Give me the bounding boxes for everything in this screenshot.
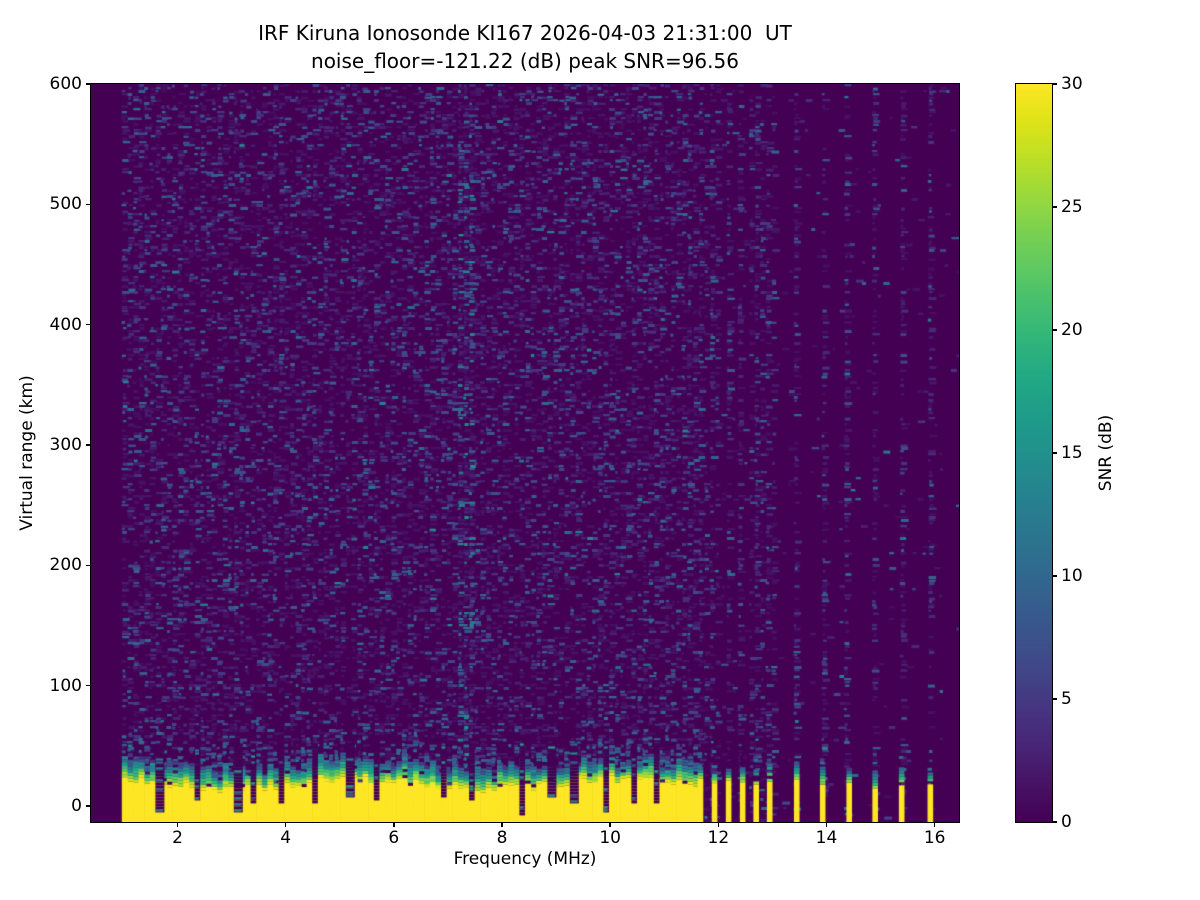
x-tick-mark xyxy=(933,823,936,827)
y-tick-mark xyxy=(86,444,90,446)
x-axis-label: Frequency (MHz) xyxy=(453,849,597,869)
colorbar-label: SNR (dB) xyxy=(1096,414,1116,492)
x-tick-mark xyxy=(825,823,828,827)
colorbar-tick-mark xyxy=(1053,698,1057,700)
plot-title-line2: noise_floor=-121.22 (dB) peak SNR=96.56 xyxy=(311,49,739,73)
y-tick-label: 500 xyxy=(49,194,82,215)
colorbar-tick-label: 25 xyxy=(1061,197,1083,217)
x-tick-mark xyxy=(176,823,179,827)
colorbar-tick-label: 10 xyxy=(1061,566,1083,586)
colorbar-frame xyxy=(1015,83,1053,823)
colorbar-tick-label: 5 xyxy=(1061,689,1072,709)
y-tick-mark xyxy=(86,684,90,687)
plot-frame xyxy=(90,83,960,823)
x-tick-label: 12 xyxy=(707,828,730,848)
x-tick-mark xyxy=(609,823,611,827)
colorbar-tick-mark xyxy=(1053,821,1057,823)
y-tick-label: 300 xyxy=(49,434,82,455)
y-tick-label: 200 xyxy=(49,555,82,576)
x-tick-label: 4 xyxy=(280,828,292,848)
colorbar-tick-label: 15 xyxy=(1061,443,1083,463)
y-tick-label: 400 xyxy=(49,314,82,335)
y-tick-mark xyxy=(86,83,90,85)
y-tick-mark xyxy=(86,564,90,567)
y-tick-mark xyxy=(86,805,90,807)
y-tick-mark xyxy=(86,323,90,326)
colorbar-tick-mark xyxy=(1053,575,1057,577)
y-tick-mark xyxy=(86,203,90,206)
x-tick-label: 14 xyxy=(815,828,838,848)
x-tick-label: 16 xyxy=(923,828,946,848)
colorbar-gradient xyxy=(1016,84,1052,822)
colorbar-tick-label: 0 xyxy=(1061,812,1072,832)
y-tick-label: 100 xyxy=(49,675,82,696)
y-tick-label: 0 xyxy=(71,795,82,816)
x-tick-label: 10 xyxy=(599,828,621,848)
x-tick-label: 2 xyxy=(172,828,183,848)
colorbar-tick-label: 30 xyxy=(1061,74,1083,94)
colorbar-tick-mark xyxy=(1053,206,1057,208)
ionogram-heatmap xyxy=(91,84,959,822)
colorbar-tick-mark xyxy=(1053,452,1057,454)
x-tick-label: 6 xyxy=(388,828,400,848)
plot-title-line1: IRF Kiruna Ionosonde KI167 2026-04-03 21… xyxy=(258,21,792,45)
colorbar-tick-mark xyxy=(1053,83,1057,85)
x-tick-mark xyxy=(284,823,287,827)
colorbar-tick-label: 20 xyxy=(1061,320,1083,340)
x-tick-mark xyxy=(393,823,395,827)
x-tick-label: 8 xyxy=(496,828,508,848)
y-tick-label: 600 xyxy=(49,74,82,94)
colorbar-tick-mark xyxy=(1053,329,1057,331)
x-tick-mark xyxy=(717,823,720,827)
x-tick-mark xyxy=(501,823,503,827)
